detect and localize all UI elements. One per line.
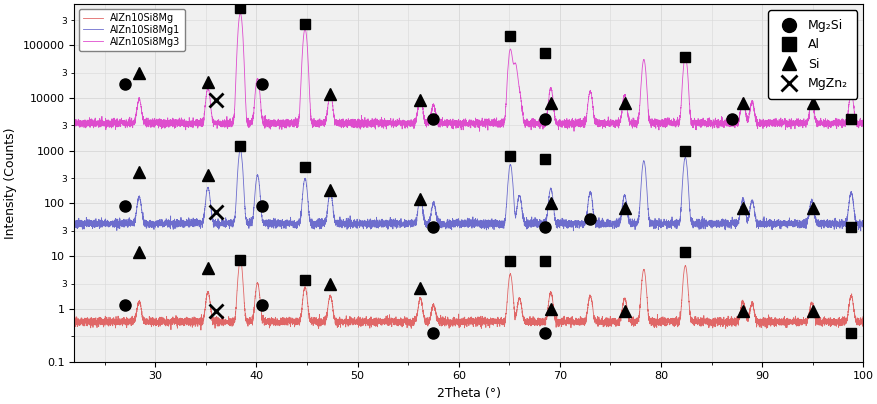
AlZn10Si8Mg (816, 319, 826, 324)
AlZn10Si8Mg3 (474, 129, 484, 134)
X-axis label: 2Theta (°): 2Theta (°) (437, 387, 500, 400)
AlZn10Si8Mg1 (224, 222, 234, 227)
Line: AlZn10Si8Mg3: AlZn10Si8Mg3 (75, 13, 862, 131)
AlZn10Si8Mg3 (235, 11, 246, 16)
AlZn10Si8Mg3 (224, 122, 234, 127)
AlZn10Si8Mg (73, 318, 83, 323)
AlZn10Si8Mg3 (117, 119, 127, 124)
AlZn10Si8Mg1 (454, 223, 465, 228)
AlZn10Si8Mg (196, 328, 206, 332)
AlZn10Si8Mg (857, 319, 867, 324)
AlZn10Si8Mg (117, 320, 127, 325)
AlZn10Si8Mg3 (69, 119, 80, 124)
Line: AlZn10Si8Mg: AlZn10Si8Mg (75, 259, 862, 330)
AlZn10Si8Mg1 (816, 222, 826, 227)
AlZn10Si8Mg3 (102, 121, 112, 126)
AlZn10Si8Mg1 (102, 221, 112, 226)
AlZn10Si8Mg (69, 320, 80, 325)
Line: AlZn10Si8Mg1: AlZn10Si8Mg1 (75, 150, 862, 231)
Legend: Mg₂Si, Al, Si, MgZn₂: Mg₂Si, Al, Si, MgZn₂ (767, 11, 856, 99)
AlZn10Si8Mg1 (69, 221, 80, 226)
AlZn10Si8Mg3 (73, 121, 83, 126)
AlZn10Si8Mg1 (235, 147, 246, 152)
AlZn10Si8Mg (224, 317, 234, 322)
AlZn10Si8Mg (235, 257, 246, 262)
AlZn10Si8Mg1 (73, 223, 83, 227)
AlZn10Si8Mg3 (454, 124, 465, 129)
Y-axis label: Intensity (Counts): Intensity (Counts) (4, 127, 18, 239)
AlZn10Si8Mg1 (857, 221, 867, 225)
AlZn10Si8Mg3 (857, 120, 867, 125)
AlZn10Si8Mg1 (117, 220, 127, 225)
AlZn10Si8Mg1 (854, 228, 865, 233)
AlZn10Si8Mg (102, 320, 112, 325)
AlZn10Si8Mg3 (816, 120, 826, 125)
AlZn10Si8Mg (454, 320, 465, 324)
